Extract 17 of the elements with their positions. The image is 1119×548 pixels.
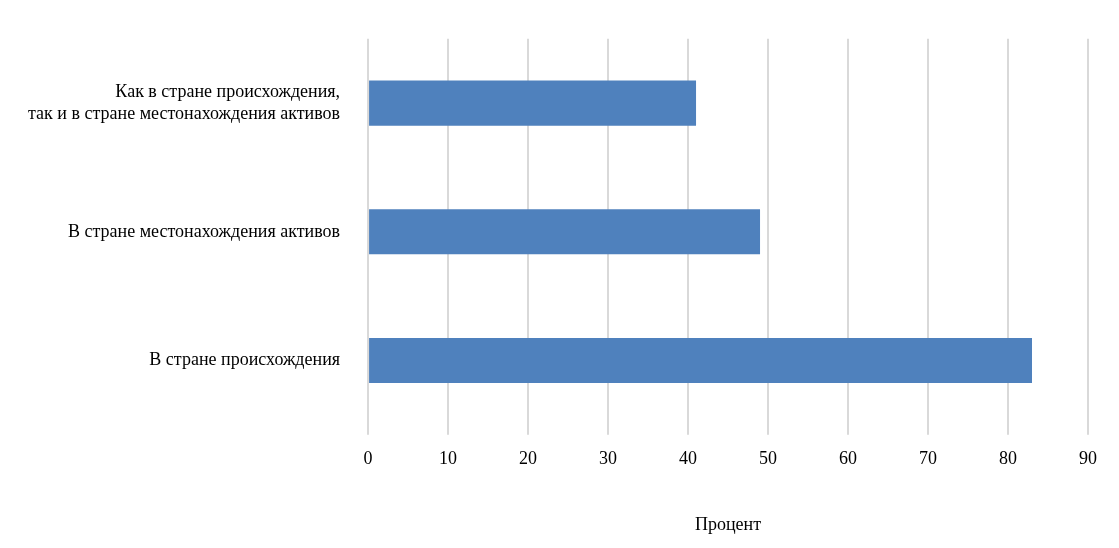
x-tick-label: 50 (759, 448, 778, 469)
x-tick-label: 10 (439, 448, 458, 469)
bar (369, 337, 1033, 383)
y-tick-label: В стране местонахождения активов (67, 220, 341, 241)
bar (369, 80, 697, 126)
x-axis-title: Процент (694, 513, 762, 534)
x-tick-label: 80 (999, 448, 1018, 469)
y-tick-label: В стране происхождения (149, 349, 341, 370)
x-tick-label: 40 (679, 448, 698, 469)
x-tick-label: 0 (363, 448, 373, 469)
y-tick-label: Как в стране происхождения, так и в стране местонахождения активов (28, 81, 341, 123)
x-tick-label: 20 (519, 448, 538, 469)
x-tick-label: 90 (1079, 448, 1097, 469)
x-tick-label: 60 (839, 448, 858, 469)
x-tick-label: 30 (599, 448, 618, 469)
x-tick-label: 70 (919, 448, 938, 469)
bar (369, 209, 761, 255)
